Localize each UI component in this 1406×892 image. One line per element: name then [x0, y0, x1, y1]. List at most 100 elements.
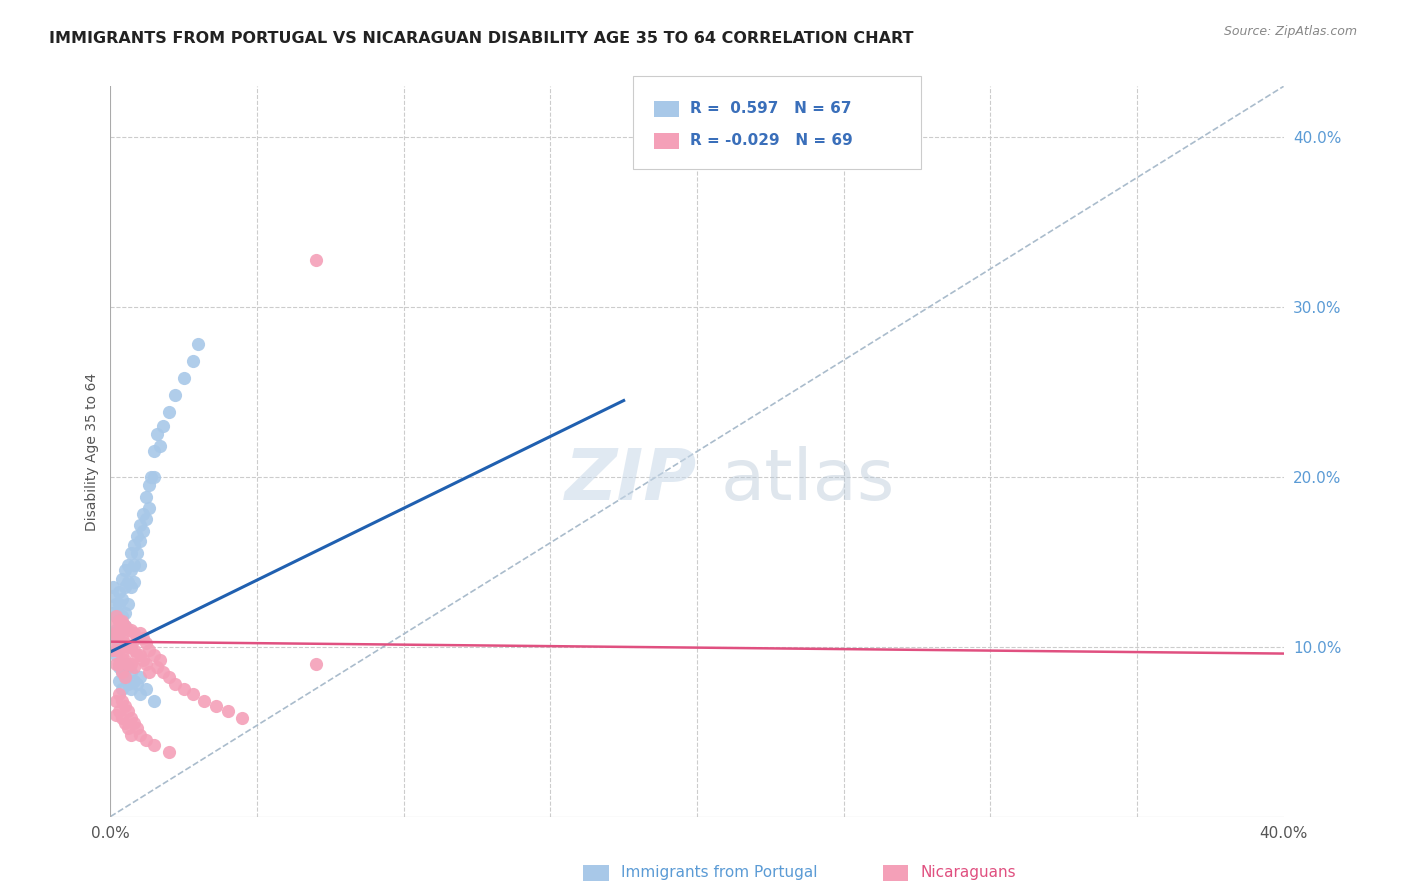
- Point: [114, 699, 136, 714]
- Point: [181, 687, 204, 701]
- Point: [135, 682, 157, 697]
- Point: [128, 517, 150, 532]
- Point: [108, 597, 131, 611]
- Point: [125, 648, 148, 663]
- Point: [114, 670, 136, 684]
- Point: [120, 563, 142, 577]
- Point: [105, 632, 128, 646]
- Point: [135, 733, 157, 747]
- Point: [305, 657, 328, 671]
- Point: [108, 657, 131, 671]
- Point: [143, 648, 166, 663]
- Point: [125, 677, 148, 691]
- Point: [193, 694, 215, 708]
- Point: [187, 337, 209, 351]
- Point: [120, 657, 142, 671]
- Point: [114, 670, 136, 684]
- Point: [135, 636, 157, 650]
- Text: Immigrants from Portugal: Immigrants from Portugal: [621, 865, 818, 880]
- Point: [131, 524, 153, 539]
- Point: [111, 632, 134, 646]
- Point: [105, 623, 128, 637]
- Point: [114, 563, 136, 577]
- Point: [173, 682, 195, 697]
- Point: [108, 615, 131, 629]
- Text: Nicaraguans: Nicaraguans: [921, 865, 1017, 880]
- Point: [114, 636, 136, 650]
- Point: [131, 653, 153, 667]
- Point: [114, 619, 136, 633]
- Point: [103, 606, 125, 620]
- Point: [181, 354, 204, 368]
- Point: [105, 648, 128, 663]
- Point: [103, 580, 125, 594]
- Point: [143, 470, 166, 484]
- Text: ZIP: ZIP: [565, 446, 697, 516]
- Point: [120, 623, 142, 637]
- Point: [173, 371, 195, 385]
- Point: [105, 626, 128, 640]
- Point: [114, 653, 136, 667]
- Point: [146, 660, 169, 674]
- Point: [111, 615, 134, 629]
- Point: [103, 632, 125, 646]
- Point: [103, 643, 125, 657]
- Point: [122, 716, 145, 731]
- Point: [111, 665, 134, 680]
- Point: [103, 589, 125, 603]
- Point: [152, 665, 174, 680]
- Point: [114, 716, 136, 731]
- Point: [146, 427, 169, 442]
- Point: [163, 677, 186, 691]
- Point: [105, 597, 128, 611]
- Point: [114, 606, 136, 620]
- Point: [117, 657, 139, 671]
- Point: [205, 699, 228, 714]
- Point: [111, 592, 134, 607]
- Point: [114, 619, 136, 633]
- Point: [157, 405, 180, 419]
- Point: [128, 534, 150, 549]
- Text: R = -0.029   N = 69: R = -0.029 N = 69: [690, 134, 853, 148]
- Point: [120, 640, 142, 654]
- Point: [108, 704, 131, 718]
- Point: [117, 660, 139, 674]
- Point: [157, 670, 180, 684]
- Point: [105, 609, 128, 624]
- Point: [217, 704, 239, 718]
- Point: [122, 558, 145, 573]
- Point: [138, 665, 160, 680]
- Point: [117, 677, 139, 691]
- Point: [138, 643, 160, 657]
- Point: [117, 623, 139, 637]
- Point: [108, 660, 131, 674]
- Point: [138, 478, 160, 492]
- Point: [122, 538, 145, 552]
- Point: [149, 439, 172, 453]
- Point: [108, 626, 131, 640]
- Point: [111, 694, 134, 708]
- Point: [122, 673, 145, 688]
- Point: [108, 626, 131, 640]
- Point: [105, 657, 128, 671]
- Point: [105, 694, 128, 708]
- Point: [135, 491, 157, 505]
- Point: [131, 508, 153, 522]
- Point: [128, 670, 150, 684]
- Point: [125, 529, 148, 543]
- Point: [231, 711, 253, 725]
- Point: [120, 580, 142, 594]
- Point: [135, 512, 157, 526]
- Text: R =  0.597   N = 67: R = 0.597 N = 67: [690, 102, 852, 116]
- Point: [128, 558, 150, 573]
- Point: [117, 597, 139, 611]
- Point: [111, 711, 134, 725]
- Point: [120, 665, 142, 680]
- Point: [111, 682, 134, 697]
- Point: [128, 648, 150, 663]
- Point: [149, 653, 172, 667]
- Point: [111, 648, 134, 663]
- Point: [122, 626, 145, 640]
- Point: [120, 728, 142, 742]
- Point: [120, 711, 142, 725]
